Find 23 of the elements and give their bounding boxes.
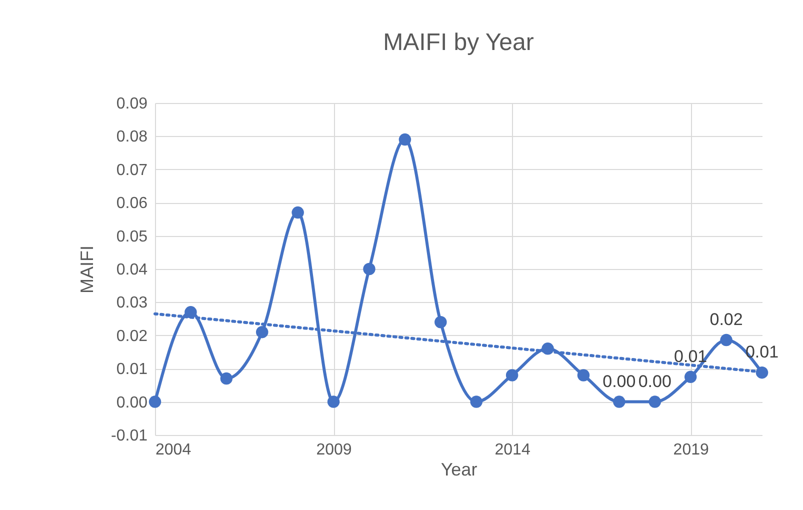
y-tick-label: 0.02 — [116, 328, 148, 345]
data-label: 0.02 — [710, 310, 743, 330]
y-tick-label: 0.08 — [116, 128, 148, 146]
data-label: 0.01 — [745, 342, 779, 362]
data-label: 0.00 — [602, 372, 636, 391]
y-tick-label: 0.01 — [116, 361, 148, 378]
x-tick-label: 2004 — [156, 442, 192, 458]
y-tick-label: 0.07 — [116, 162, 148, 179]
y-tick-label: -0.01 — [111, 428, 148, 444]
x-tick-label: 2019 — [673, 442, 709, 458]
x-tick-label: 2009 — [316, 442, 352, 458]
data-label: 0.01 — [674, 346, 708, 366]
x-tick-label: 2014 — [494, 442, 530, 458]
y-tick-label: 0.09 — [116, 96, 148, 112]
y-tick-label: 0.05 — [116, 228, 148, 246]
chart-title: MAIFI by Year — [383, 29, 534, 56]
data-label: 0.00 — [638, 372, 672, 391]
x-axis-title: Year — [440, 460, 478, 480]
y-tick-label: 0.04 — [116, 262, 148, 278]
y-tick-label: 0.00 — [116, 394, 148, 412]
y-tick-label: 0.03 — [116, 294, 148, 312]
y-axis-title: MAIFI — [77, 246, 98, 294]
y-tick-label: 0.06 — [116, 195, 148, 212]
